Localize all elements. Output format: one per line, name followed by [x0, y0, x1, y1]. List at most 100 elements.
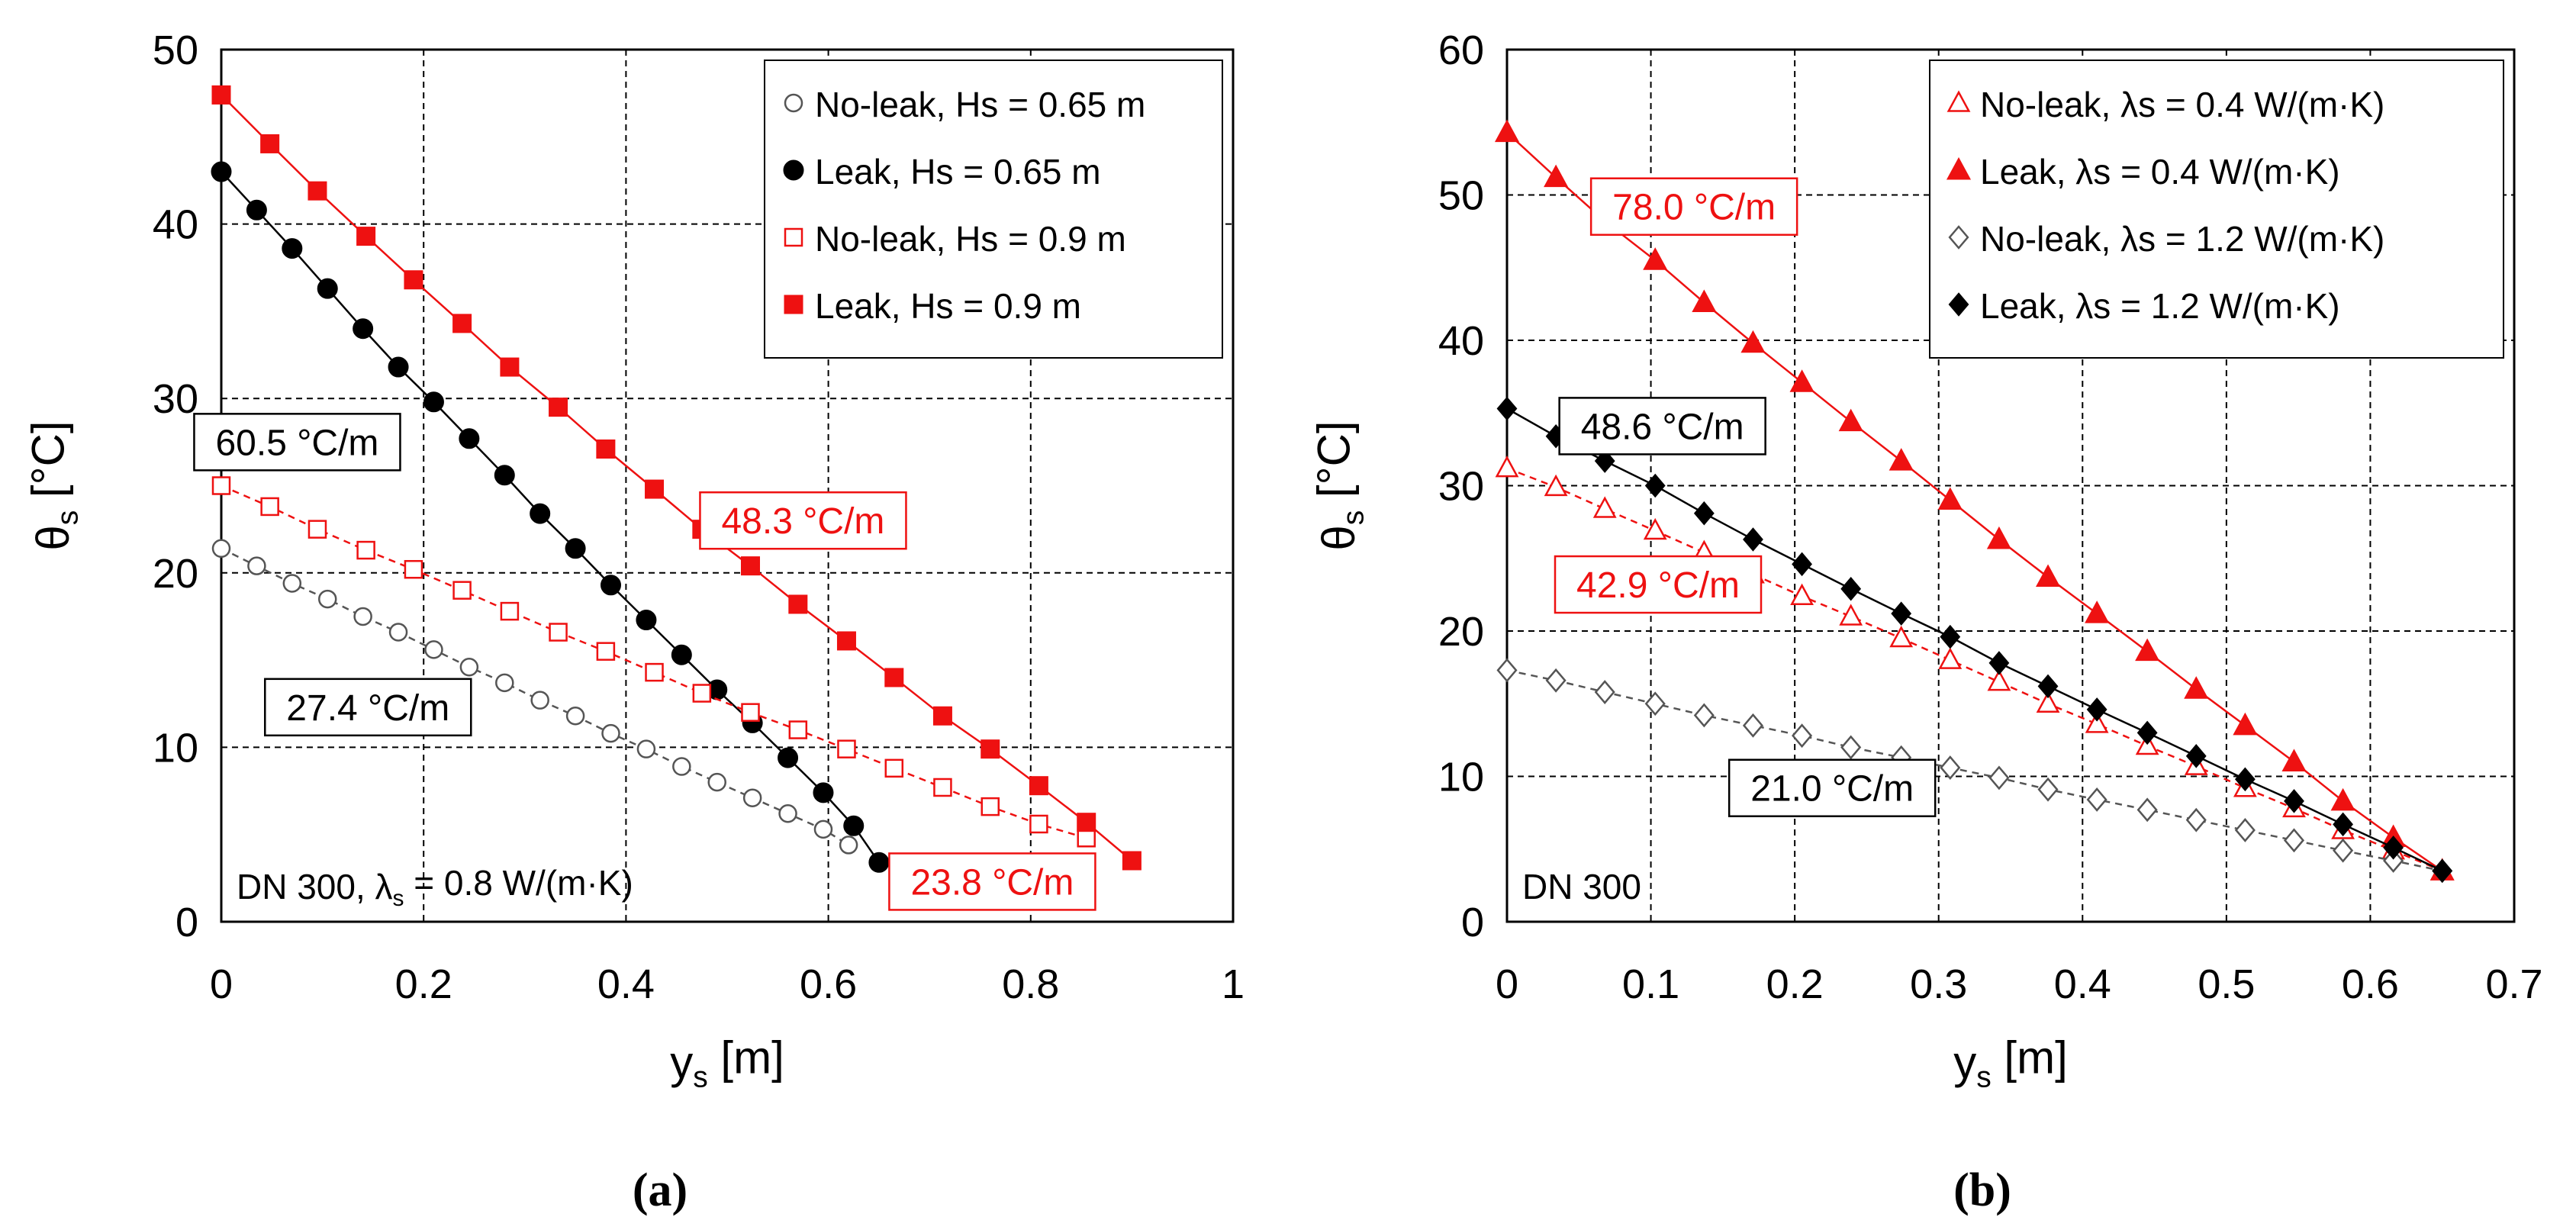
panel-note: DN 300 — [1522, 867, 1641, 906]
data-point — [1792, 723, 1813, 749]
series-line — [1506, 467, 2443, 872]
data-point — [2333, 812, 2354, 837]
data-point — [1544, 474, 1568, 497]
data-point — [500, 357, 520, 377]
y-axis-label: θs [°C] — [1309, 420, 1370, 550]
data-point — [452, 314, 472, 333]
data-point — [2036, 691, 2060, 713]
data-point — [2333, 838, 2354, 863]
data-point — [837, 739, 856, 758]
x-axis-label: ys [m] — [1953, 1032, 2068, 1094]
data-point — [282, 238, 303, 259]
legend-label: No-leak, λs = 1.2 W/(m·K) — [1980, 219, 2384, 259]
data-point — [1077, 829, 1096, 848]
data-point — [1940, 624, 1961, 649]
data-point — [2136, 720, 2158, 745]
data-point — [645, 479, 665, 499]
y-tick-label: 40 — [153, 202, 198, 248]
data-point — [1740, 330, 1766, 353]
data-point — [356, 227, 376, 246]
data-point — [1029, 776, 1048, 796]
caption-a: (a) — [633, 1164, 687, 1216]
data-point — [2432, 858, 2453, 884]
axis-label-symbol: θ — [27, 525, 79, 550]
data-point — [1743, 527, 1763, 552]
data-point — [1940, 755, 1961, 781]
legend-marker — [1946, 90, 1971, 112]
data-point — [1891, 601, 1912, 626]
y-tick-label: 20 — [1438, 609, 1484, 655]
annotation-box — [888, 852, 1096, 911]
data-point — [353, 318, 374, 340]
data-point — [1742, 713, 1763, 738]
x-tick-label: 0.3 — [1910, 961, 1967, 1007]
x-tick-label: 0.7 — [2485, 961, 2542, 1007]
slope-annotation: 48.6 °C/m — [1558, 397, 1766, 456]
y-tick-label: 0 — [175, 900, 198, 945]
annotation-box — [699, 491, 907, 550]
data-point — [741, 703, 760, 722]
data-point — [778, 804, 797, 823]
data-point — [459, 428, 480, 449]
legend-marker — [784, 227, 803, 247]
x-tick-label: 0.6 — [800, 961, 857, 1007]
data-point — [742, 788, 762, 807]
data-point — [601, 723, 620, 743]
data-point — [317, 278, 338, 299]
data-point — [404, 559, 423, 579]
data-point — [2383, 836, 2404, 860]
data-point — [388, 623, 408, 642]
x-tick-label: 0 — [1496, 961, 1518, 1007]
legend-marker — [1948, 225, 1969, 250]
data-point — [1693, 501, 1715, 526]
series-2 — [211, 161, 890, 873]
data-point — [356, 540, 375, 560]
data-point — [788, 720, 808, 739]
data-point — [1792, 552, 1812, 577]
x-tick-label: 0 — [210, 961, 233, 1007]
data-point — [211, 161, 232, 182]
data-point — [246, 199, 267, 221]
x-tick-label: 0.2 — [1766, 961, 1824, 1007]
data-point — [1029, 814, 1048, 834]
slope-annotation: 42.9 °C/m — [1554, 555, 1763, 614]
data-point — [308, 520, 327, 539]
data-point — [2185, 744, 2207, 768]
panel-note: DN 300, λs = 0.8 W/(m·K) — [237, 863, 633, 911]
data-point — [317, 589, 337, 609]
legend-marker — [783, 159, 804, 181]
x-tick-label: 0.6 — [2342, 961, 2399, 1007]
axis-label-symbol: θ — [1313, 525, 1364, 550]
data-point — [1840, 576, 1862, 601]
y-tick-label: 40 — [1438, 318, 1484, 364]
data-point — [1889, 448, 1914, 471]
data-point — [1592, 496, 1617, 518]
legend-label: No-leak, Hs = 0.9 m — [815, 219, 1126, 259]
legend-box — [1929, 60, 2504, 359]
data-point — [740, 556, 760, 576]
legend-entry: Leak, λs = 1.2 W/(m·K) — [1948, 286, 2340, 326]
legend-entry: Leak, Hs = 0.65 m — [783, 152, 1101, 192]
data-point — [2085, 601, 2110, 623]
data-point — [1077, 813, 1096, 832]
data-point — [308, 181, 327, 201]
data-point — [778, 747, 799, 768]
data-point — [530, 691, 549, 710]
y-tick-label: 10 — [153, 725, 198, 771]
axis-label-unit: [m] — [708, 1032, 784, 1083]
data-point — [2185, 807, 2207, 832]
series-line — [1506, 407, 2443, 872]
data-point — [707, 772, 726, 792]
data-point — [868, 852, 890, 873]
data-point — [1840, 735, 1862, 760]
series-3 — [211, 476, 1096, 848]
data-point — [565, 538, 586, 559]
y-tick-label: 30 — [153, 376, 198, 422]
data-point — [980, 739, 1000, 759]
y-tick-label: 0 — [1461, 900, 1484, 945]
data-point — [839, 836, 858, 855]
data-point — [636, 739, 656, 758]
legend-label: Leak, λs = 0.4 W/(m·K) — [1980, 152, 2340, 192]
